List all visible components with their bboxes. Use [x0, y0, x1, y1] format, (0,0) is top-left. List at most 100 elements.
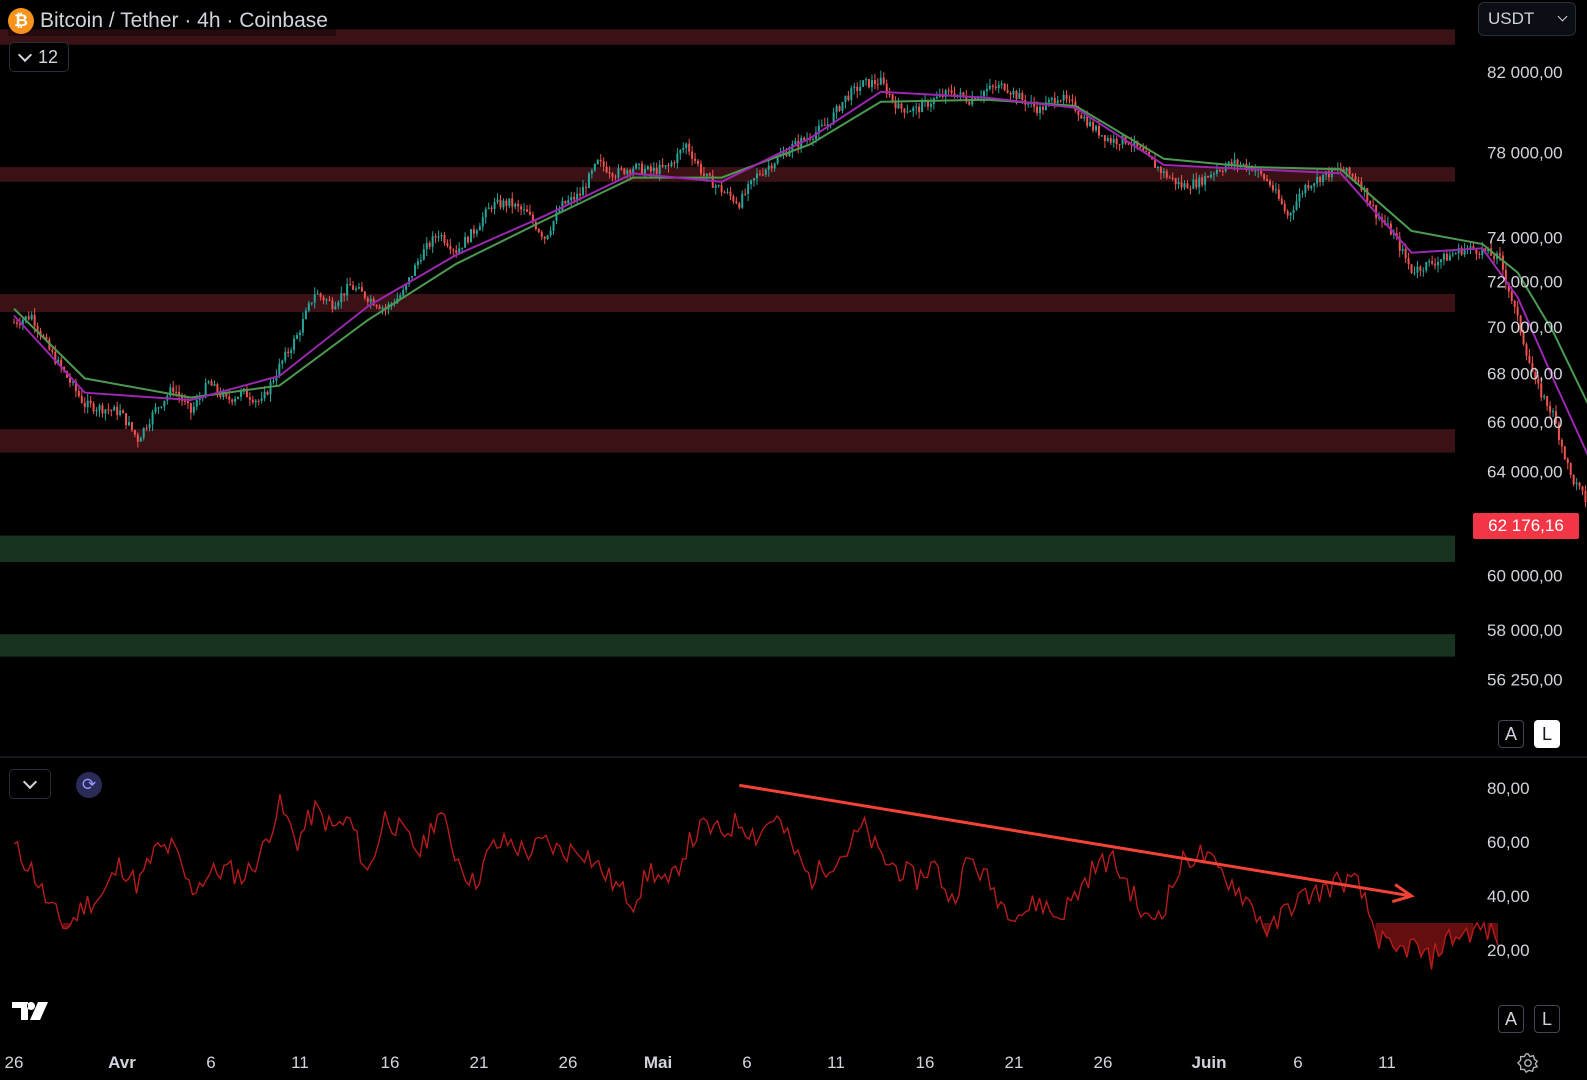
candle-body [1298, 193, 1301, 202]
candle-body [440, 235, 443, 237]
gear-icon[interactable] [1517, 1052, 1539, 1074]
candle-body [251, 399, 254, 403]
candle-body [225, 393, 228, 397]
oscillator-collapse-button[interactable] [9, 769, 51, 799]
candle-body [679, 149, 682, 154]
candle-body [602, 161, 605, 167]
candle-body [434, 236, 437, 238]
candle-body [1575, 482, 1578, 485]
chevron-down-icon [22, 774, 38, 789]
candle-body [1431, 261, 1434, 264]
time-tick-label: 11 [1378, 1053, 1396, 1072]
candle-body [1062, 94, 1065, 101]
candle-body [590, 170, 593, 174]
log-scale-button[interactable]: L [1534, 720, 1560, 748]
candle-body [744, 193, 747, 195]
currency-select[interactable]: USDT [1478, 2, 1576, 36]
candle-body [369, 298, 372, 302]
candle-body [747, 184, 750, 194]
candle-body [71, 381, 74, 383]
candle-body [419, 259, 422, 262]
sync-icon[interactable]: ⟳ [76, 772, 102, 798]
candle-body [178, 391, 181, 397]
candle-body [381, 307, 384, 309]
candle-body [154, 407, 157, 413]
candle-body [688, 143, 691, 152]
candle-body [228, 396, 231, 400]
candle-body [555, 212, 558, 222]
candle-body [708, 173, 711, 176]
candle-body [1183, 183, 1186, 188]
candle-body [1543, 396, 1546, 398]
candle-body [36, 325, 39, 331]
candle-body [755, 173, 758, 179]
candle-body [723, 192, 726, 194]
candle-body [546, 235, 549, 240]
candle-body [1145, 151, 1148, 153]
candle-body [360, 287, 363, 292]
candle-body [1041, 106, 1044, 110]
candle-body [219, 392, 222, 398]
candle-body [811, 138, 814, 140]
candle-body [1065, 94, 1068, 100]
candle-body [750, 180, 753, 185]
candle-body [788, 151, 791, 157]
tradingview-logo-icon [12, 1002, 48, 1020]
candle-body [428, 242, 431, 247]
candle-body [1348, 167, 1351, 175]
candle-body [33, 314, 36, 326]
candle-body [629, 170, 632, 174]
oscillator-log-scale-button[interactable]: L [1534, 1005, 1560, 1033]
candle-body [1171, 177, 1174, 179]
time-tick-label: 11 [827, 1053, 845, 1072]
candle-body [467, 236, 470, 243]
candle-body [576, 193, 579, 200]
candle-body [1095, 125, 1098, 131]
candle-body [204, 382, 207, 398]
candle-body [1286, 211, 1289, 216]
candle-body [1501, 255, 1504, 270]
candle-body [705, 173, 708, 176]
indicators-toggle-button[interactable]: 12 [9, 42, 70, 72]
candle-body [528, 211, 531, 215]
candle-body [1445, 253, 1448, 261]
candle-body [240, 391, 243, 397]
oscillator-line [13, 793, 1499, 970]
oscillator-tick-label: 60,00 [1487, 833, 1530, 852]
candle-body [142, 427, 145, 438]
oscillator-auto-scale-button[interactable]: A [1498, 1005, 1524, 1033]
price-tick-label: 70 000,00 [1487, 318, 1563, 337]
resistance-zone-3 [0, 293, 1455, 313]
candle-body [767, 165, 770, 170]
candle-body [145, 427, 148, 429]
candle-body [254, 400, 257, 403]
candle-body [549, 230, 552, 236]
candle-body [1351, 174, 1354, 177]
candle-body [116, 406, 119, 415]
bitcoin-icon: ₿ [8, 8, 34, 34]
candle-body [570, 196, 573, 201]
candle-body [1434, 263, 1437, 266]
candle-body [1109, 138, 1112, 143]
candle-body [965, 96, 968, 102]
candle-body [652, 167, 655, 172]
candle-body [1345, 167, 1348, 172]
candle-body [363, 291, 366, 299]
auto-scale-button[interactable]: A [1498, 720, 1524, 748]
candle-body [245, 388, 248, 398]
candle-body [1274, 189, 1277, 191]
candle-body [912, 107, 915, 112]
candle-body [853, 86, 856, 89]
candle-body [673, 162, 676, 164]
candle-body [378, 306, 381, 309]
candle-body [1549, 405, 1552, 413]
candle-body [971, 97, 974, 105]
candle-body [1148, 151, 1151, 157]
symbol-header[interactable]: ₿ Bitcoin / Tether · 4h · Coinbase [8, 6, 336, 36]
candle-body [891, 94, 894, 101]
price-tick-label: 60 000,00 [1487, 566, 1563, 585]
candle-body [1192, 179, 1195, 189]
candle-body [1018, 93, 1021, 99]
candle-body [287, 351, 290, 353]
